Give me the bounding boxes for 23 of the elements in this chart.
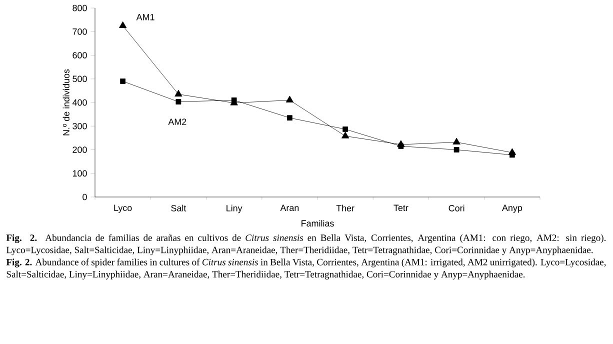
y-tick-label: 300 <box>72 122 87 130</box>
text: Fig. 2. Abundancia de familias de arañas en cultivos de Citrus sinensis en Bella Vista, Corrientes, Argentina (AM1: con riego, AM2: sin riego). Lyco=Lycosidae, Salt=Salticidae, Liny=Linyphiidae, Aran=Araneidae, Ther=Theridiidae, Tetr=Tetragnathidae, Cori=Corinnidae y Anyp=Anyphaenidae. <box>6 234 606 256</box>
y-tick-label: 500 <box>72 76 87 82</box>
y-tick-label: 800 <box>72 4 87 12</box>
x-tick-label: Aran <box>280 204 299 212</box>
y-tick-label: 0 <box>82 194 87 200</box>
x-tick-label: Salt <box>171 204 186 212</box>
y-tick-label: 700 <box>72 28 87 35</box>
y-tick-label: 600 <box>72 52 87 58</box>
series-label: AM2 <box>168 118 186 125</box>
x-tick-label: Anyp <box>502 204 522 213</box>
y-axis-title: N.º de individuos <box>62 69 70 136</box>
x-tick-label: Lyco <box>114 204 132 213</box>
x-tick-label: Cori <box>448 204 464 212</box>
y-tick-label: 100 <box>72 170 87 177</box>
series-label: AM1 <box>136 14 154 20</box>
y-tick-label: 400 <box>72 99 87 106</box>
x-tick-label: Ther <box>336 204 354 212</box>
x-tick-label: Liny <box>226 204 242 214</box>
y-tick-label: 200 <box>72 146 87 153</box>
x-axis-title: Familias <box>302 220 334 227</box>
x-tick-label: Tetr <box>394 204 408 212</box>
text: Fig. 2. Abundance of spider families in cultures of Citrus sinensis in Bella Vista, Corrientes, Argentina (AM1: irrigated, AM2 unirrigated). Lyco=Lycosidae, Salt=Salticidae, Liny=Linyphiidae, Aran=Araneidae, Ther=Theridiidae, Tetr=Tetragnathidae, Cori=Corinnidae y Anyp=Anyphaenidae. <box>6 258 606 280</box>
